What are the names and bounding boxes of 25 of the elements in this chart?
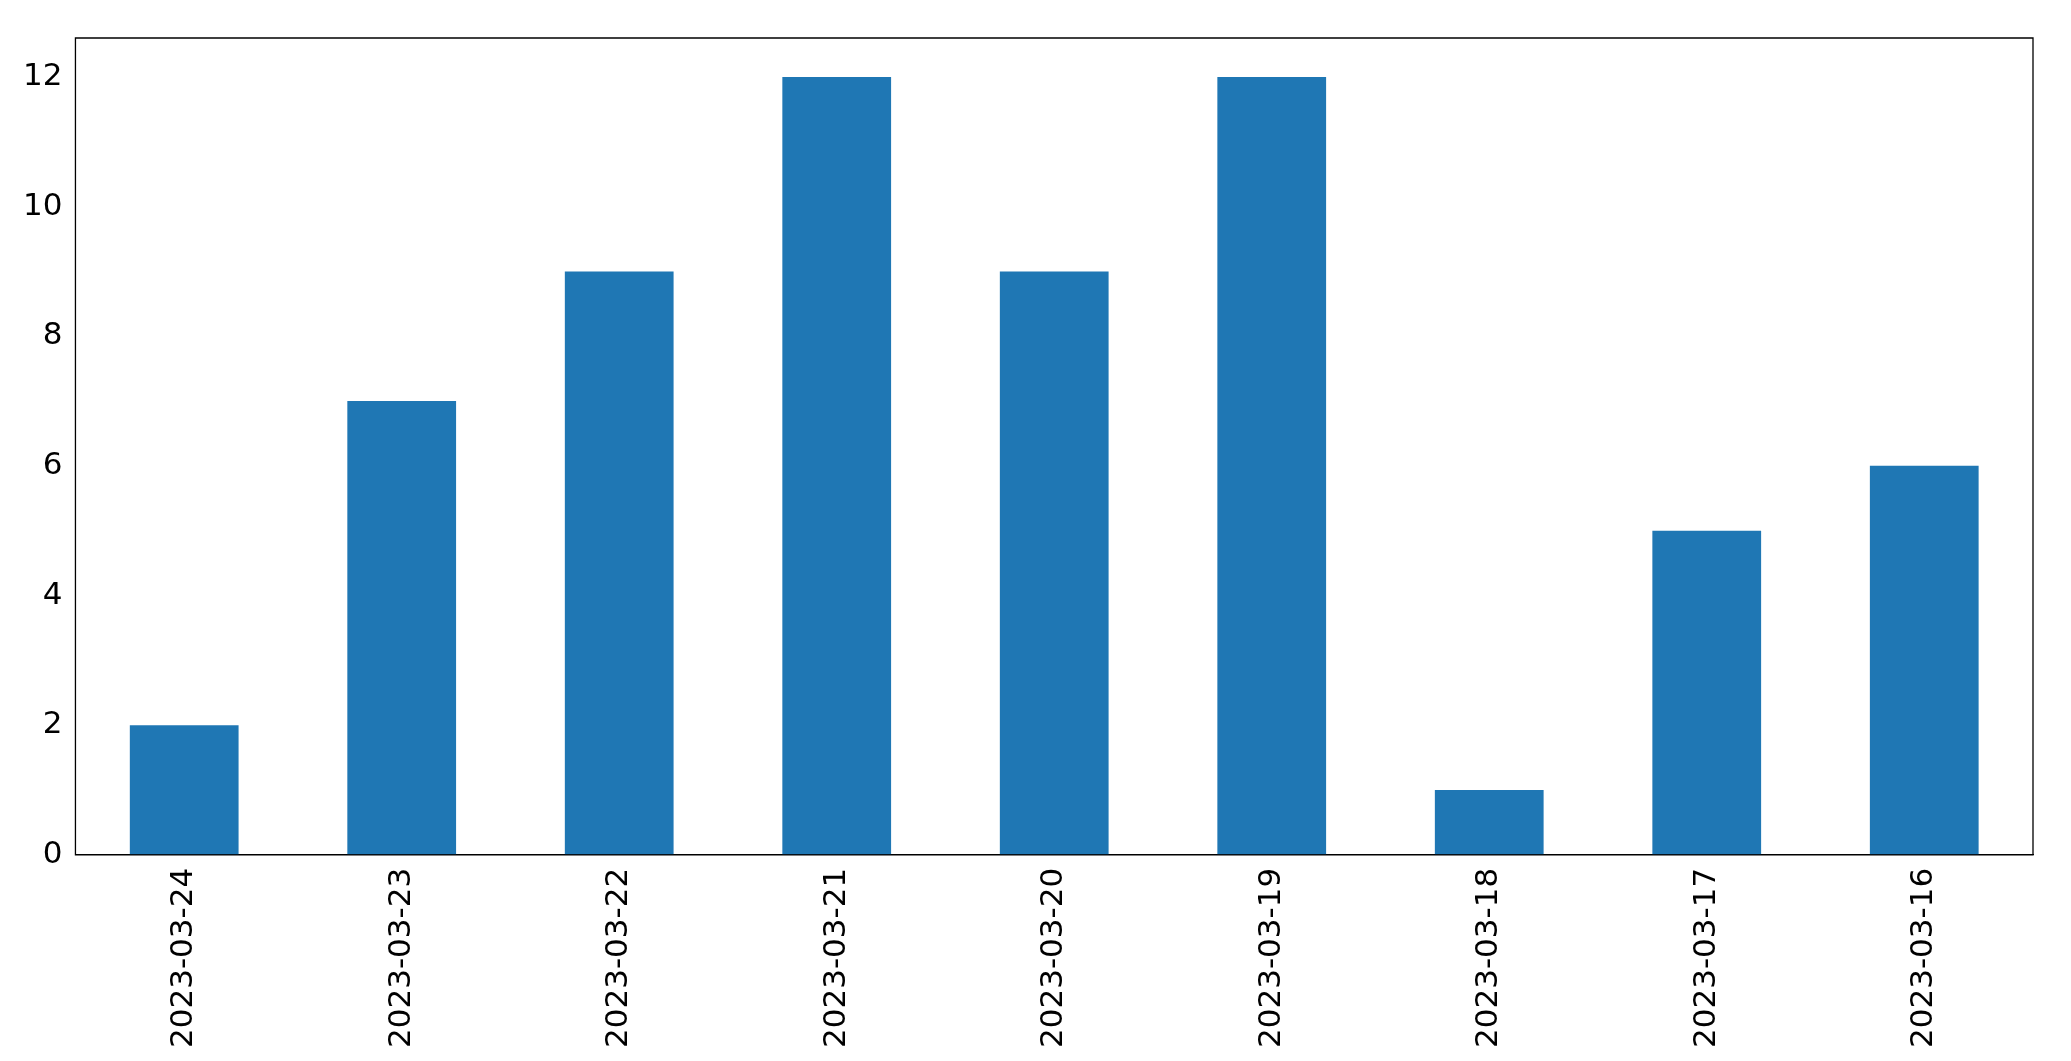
x-tick-label: 2023-03-22 (598, 867, 635, 1049)
bar (999, 271, 1109, 855)
x-tick-label: 2023-03-17 (1685, 867, 1722, 1049)
y-tick-label: 8 (42, 315, 63, 352)
bar (1217, 76, 1327, 855)
bar (347, 401, 457, 855)
y-tick-label: 4 (42, 574, 63, 611)
y-tick-label: 0 (42, 833, 63, 870)
y-tick-label: 6 (42, 444, 63, 481)
bar (782, 76, 892, 855)
bar (1652, 530, 1762, 855)
y-tick-label: 10 (22, 185, 63, 222)
x-tick-label: 2023-03-23 (380, 867, 417, 1049)
bar (1434, 790, 1544, 855)
bar (1869, 465, 1979, 855)
y-tick-label: 12 (22, 55, 63, 92)
bar (564, 271, 674, 855)
x-tick-label: 2023-03-18 (1468, 867, 1505, 1049)
x-tick-label: 2023-03-21 (815, 867, 852, 1049)
x-tick-label: 2023-03-16 (1903, 867, 1940, 1049)
x-tick-label: 2023-03-20 (1033, 867, 1070, 1049)
x-tick-label: 2023-03-24 (163, 867, 200, 1049)
bar (129, 725, 239, 855)
x-tick-label: 2023-03-19 (1250, 867, 1287, 1049)
y-tick-label: 2 (42, 704, 63, 741)
